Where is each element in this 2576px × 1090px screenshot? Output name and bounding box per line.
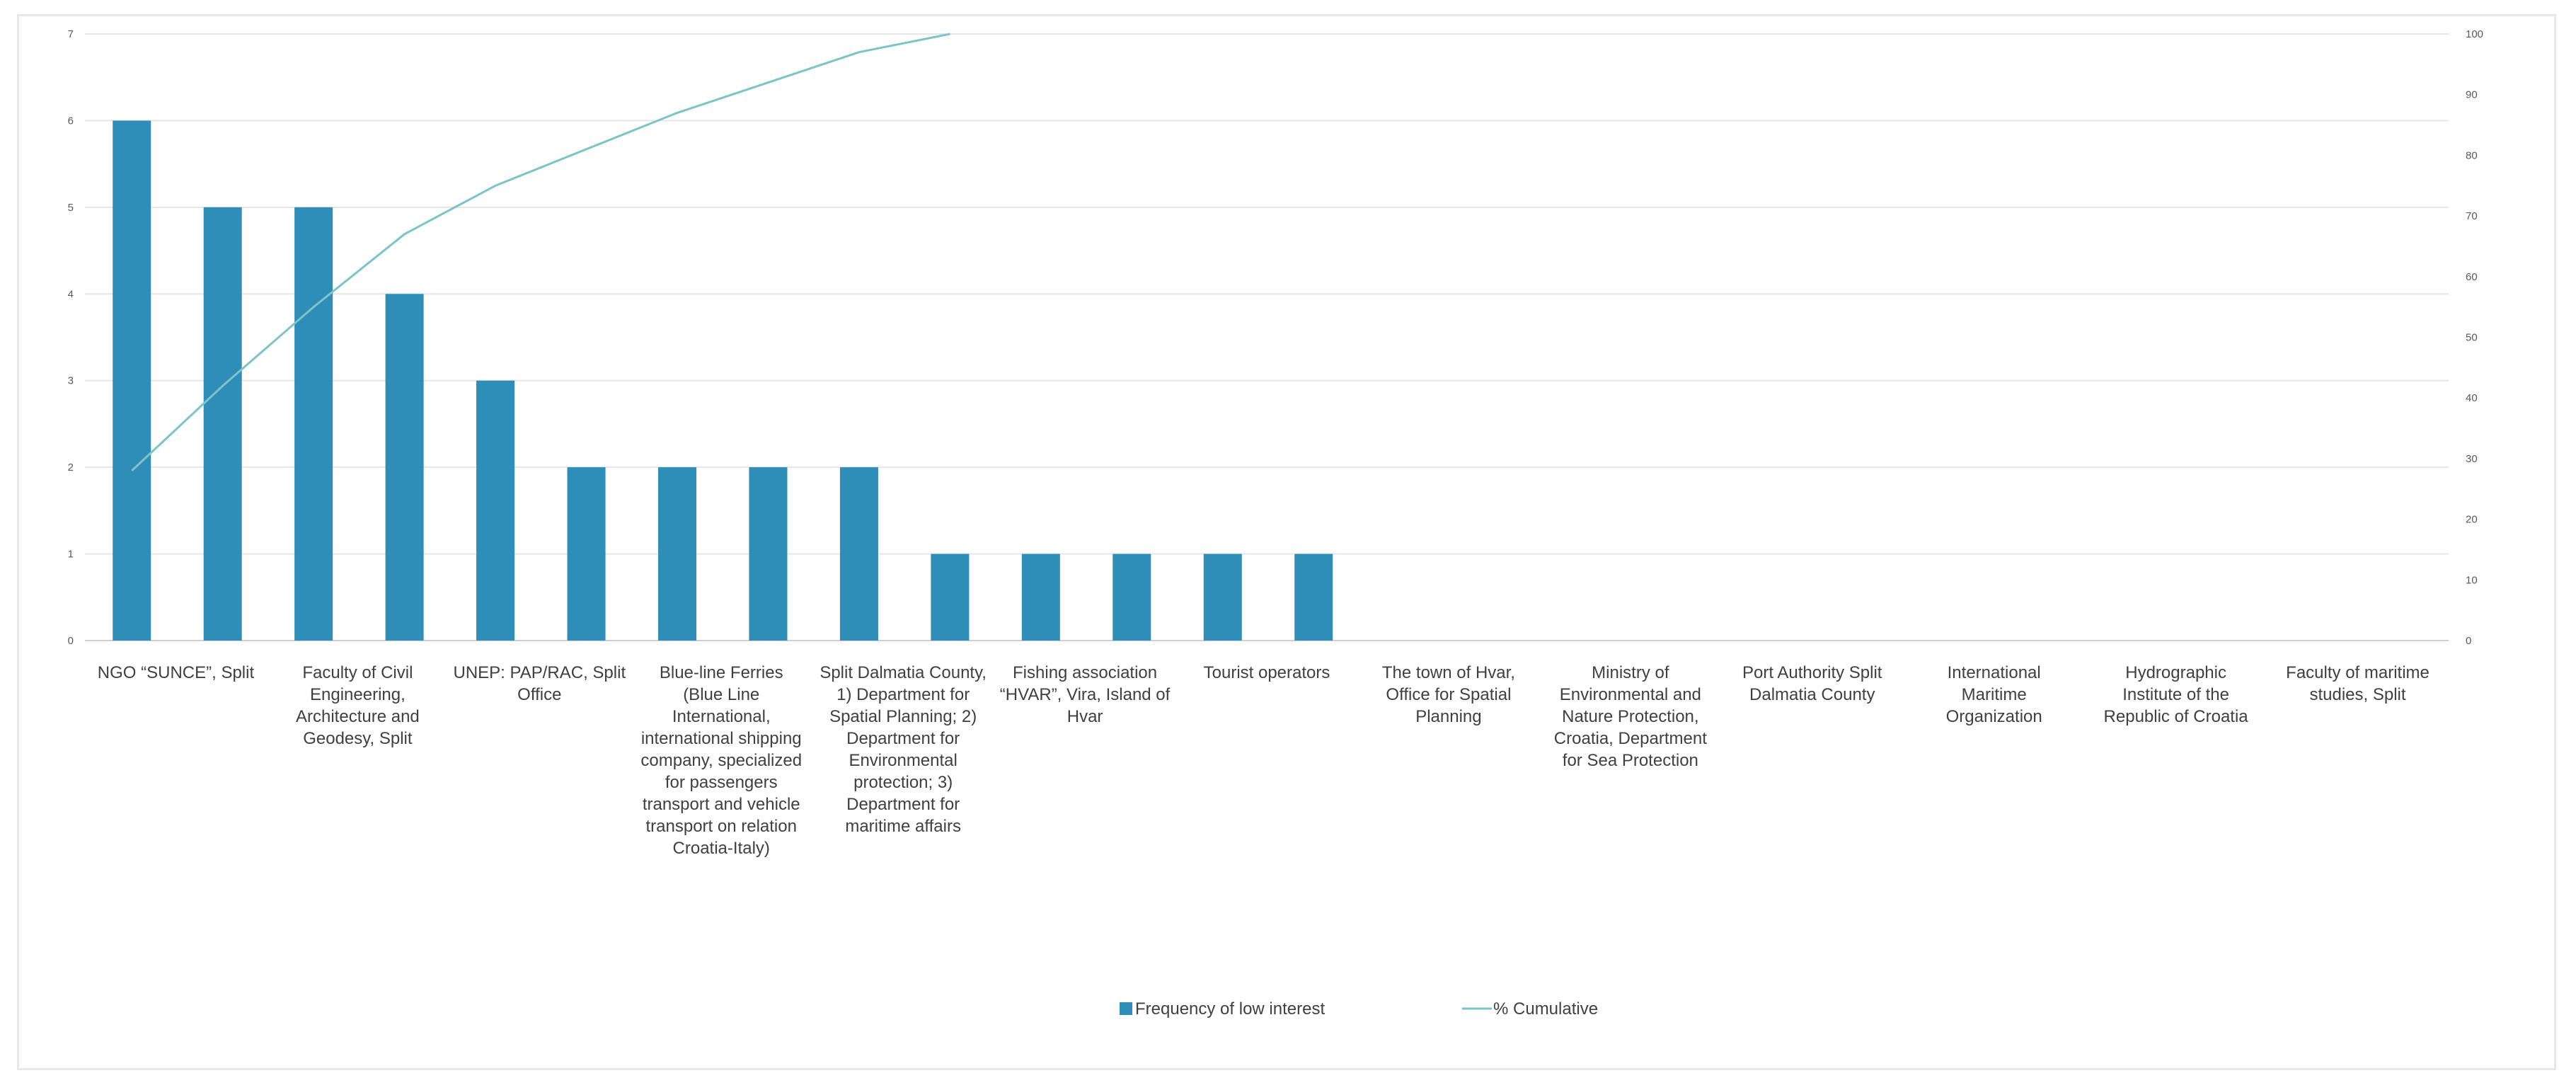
category-label: Fishing association “HVAR”, Vira, Island … bbox=[1000, 663, 1171, 726]
y2-tick-label: 90 bbox=[2466, 89, 2478, 101]
category-label-line: Spatial Planning; 2) bbox=[829, 707, 977, 726]
category-label-line: Office for Spatial bbox=[1386, 685, 1511, 704]
category-label-line: Hvar bbox=[1067, 707, 1103, 726]
category-label-line: protection; 3) bbox=[853, 773, 953, 792]
category-label: Split Dalmatia County, 1) Department for S… bbox=[820, 663, 987, 836]
category-label-line: Environmental bbox=[849, 751, 957, 770]
category-label: The town of Hvar, Office for Spatial Plann… bbox=[1382, 663, 1515, 726]
y-tick-label: 0 bbox=[68, 635, 74, 647]
category-label: Tourist operators bbox=[1204, 663, 1330, 682]
bar bbox=[385, 294, 424, 641]
bar bbox=[1021, 553, 1060, 641]
category-label-line: (Blue Line bbox=[683, 685, 759, 704]
category-label: Faculty of Civil Engineering, Architecture… bbox=[296, 663, 420, 748]
category-label: Hydrographic Institute of the Republic of … bbox=[2104, 663, 2249, 726]
category-label-line: Faculty of maritime bbox=[2286, 663, 2430, 682]
bar bbox=[1294, 553, 1333, 641]
legend-bar-swatch bbox=[1120, 1002, 1132, 1015]
y2-tick-label: 50 bbox=[2466, 332, 2478, 344]
category-label-line: transport and vehicle bbox=[643, 795, 800, 814]
category-label-line: UNEP: PAP/RAC, Split bbox=[453, 663, 626, 682]
category-label: Ministry of Environmental and Nature Prote… bbox=[1554, 663, 1707, 770]
category-label-line: Dalmatia County bbox=[1749, 685, 1875, 704]
y-tick-label: 1 bbox=[68, 549, 74, 561]
category-label-line: Geodesy, Split bbox=[303, 729, 413, 748]
category-label-line: Croatia-Italy) bbox=[673, 839, 770, 858]
category-label: International Maritime Organization bbox=[1946, 663, 2042, 726]
category-label-line: for passengers bbox=[665, 773, 778, 792]
category-label-line: Maritime bbox=[1962, 685, 2027, 704]
bar bbox=[749, 467, 788, 641]
category-label: NGO “SUNCE”, Split bbox=[98, 663, 255, 682]
category-label: UNEP: PAP/RAC, Split Office bbox=[453, 663, 626, 704]
category-label-line: Tourist operators bbox=[1204, 663, 1330, 682]
category-label-line: Institute of the bbox=[2122, 685, 2229, 704]
category-label: Faculty of maritime studies, Split bbox=[2286, 663, 2430, 704]
y2-tick-label: 0 bbox=[2466, 635, 2471, 647]
category-label-line: Port Authority Split bbox=[1742, 663, 1882, 682]
y-tick-label: 7 bbox=[68, 28, 74, 40]
y2-tick-label: 100 bbox=[2466, 28, 2483, 40]
category-label-line: maritime affairs bbox=[845, 817, 961, 836]
category-label-line: Office bbox=[517, 685, 561, 704]
y2-tick-label: 40 bbox=[2466, 392, 2478, 404]
category-label-line: company, specialized bbox=[640, 751, 802, 770]
y2-tick-label: 60 bbox=[2466, 271, 2478, 283]
legend-line-label: % Cumulative bbox=[1493, 999, 1598, 1019]
bar bbox=[931, 553, 970, 641]
category-label-line: Department for bbox=[846, 729, 960, 748]
category-label-line: “HVAR”, Vira, Island of bbox=[1000, 685, 1171, 704]
bar bbox=[1203, 553, 1242, 641]
category-label-line: for Sea Protection bbox=[1563, 751, 1698, 770]
category-label: Blue-line Ferries (Blue Line International… bbox=[640, 663, 802, 858]
y2-tick-label: 70 bbox=[2466, 210, 2478, 222]
category-label-line: Blue-line Ferries bbox=[660, 663, 783, 682]
y-tick-label: 6 bbox=[68, 115, 74, 127]
category-label-line: The town of Hvar, bbox=[1382, 663, 1515, 682]
chart-frame bbox=[17, 14, 2556, 1070]
category-label-line: International bbox=[1948, 663, 2041, 682]
bar bbox=[294, 207, 333, 641]
category-label-line: 1) Department for bbox=[836, 685, 970, 704]
category-label-line: Organization bbox=[1946, 707, 2042, 726]
bar bbox=[839, 467, 878, 641]
category-label-line: Croatia, Department bbox=[1554, 729, 1707, 748]
y2-tick-label: 20 bbox=[2466, 514, 2478, 526]
category-label-line: Ministry of bbox=[1592, 663, 1669, 682]
category-label-line: Hydrographic bbox=[2125, 663, 2226, 682]
y2-tick-label: 80 bbox=[2466, 149, 2478, 161]
category-label-line: International, bbox=[672, 707, 771, 726]
category-label-line: transport on relation bbox=[645, 817, 796, 836]
category-label-line: Fishing association bbox=[1013, 663, 1157, 682]
category-label-line: Nature Protection, bbox=[1562, 707, 1698, 726]
legend-bar-label: Frequency of low interest bbox=[1135, 999, 1325, 1019]
category-label-line: Department for bbox=[846, 795, 960, 814]
category-label-line: Environmental and bbox=[1560, 685, 1701, 704]
category-label-line: Faculty of Civil bbox=[302, 663, 413, 682]
category-label-line: Republic of Croatia bbox=[2104, 707, 2249, 726]
bar bbox=[658, 467, 696, 641]
bar bbox=[1112, 553, 1151, 641]
category-label-line: international shipping bbox=[641, 729, 802, 748]
bar bbox=[476, 380, 515, 641]
y2-tick-label: 30 bbox=[2466, 453, 2478, 465]
bar bbox=[567, 467, 606, 641]
category-label-line: Split Dalmatia County, bbox=[820, 663, 987, 682]
category-label-line: Architecture and bbox=[296, 707, 420, 726]
bar bbox=[203, 207, 242, 641]
category-label-line: Engineering, bbox=[310, 685, 406, 704]
cumulative-line bbox=[131, 33, 950, 472]
y-tick-label: 5 bbox=[68, 202, 74, 214]
bar bbox=[113, 120, 151, 641]
category-label-line: NGO “SUNCE”, Split bbox=[98, 663, 255, 682]
category-label: Port Authority Split Dalmatia County bbox=[1742, 663, 1882, 704]
category-label-line: Planning bbox=[1415, 707, 1481, 726]
y-tick-label: 4 bbox=[68, 288, 74, 300]
y-tick-label: 3 bbox=[68, 375, 74, 387]
y2-tick-label: 10 bbox=[2466, 574, 2478, 586]
category-label-line: studies, Split bbox=[2309, 685, 2405, 704]
y-tick-label: 2 bbox=[68, 461, 74, 474]
